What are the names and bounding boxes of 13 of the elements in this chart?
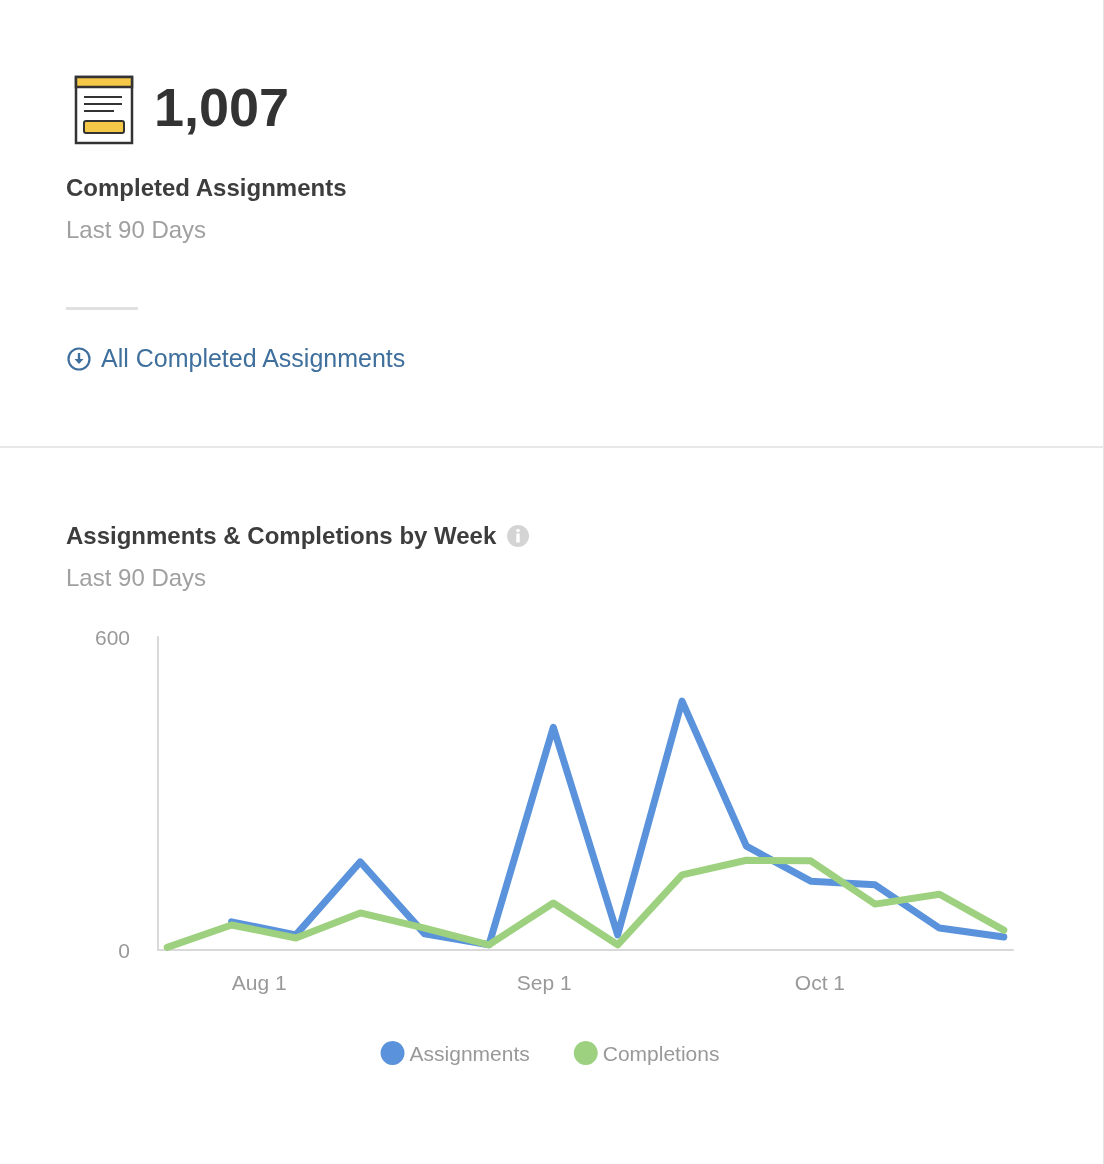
text: 1,007 bbox=[154, 76, 290, 138]
x-tick-label: Sep 1 bbox=[516, 971, 572, 994]
text: All Completed Assignments bbox=[101, 344, 406, 373]
y-tick-label: 0 bbox=[118, 938, 130, 962]
chart-title: Assignments & Completions by Week bbox=[66, 522, 497, 550]
legend-label: Assignments bbox=[409, 1041, 530, 1065]
x-tick-label: Oct 1 bbox=[794, 971, 846, 994]
text: Last 90 Days bbox=[66, 216, 207, 244]
y-tick-label: 600 bbox=[94, 625, 130, 649]
chart-subtitle: Last 90 Days bbox=[66, 564, 207, 592]
x-tick-label: Aug 1 bbox=[231, 971, 287, 994]
legend-label: Completions bbox=[602, 1041, 720, 1065]
text: Completed Assignments bbox=[66, 174, 347, 202]
